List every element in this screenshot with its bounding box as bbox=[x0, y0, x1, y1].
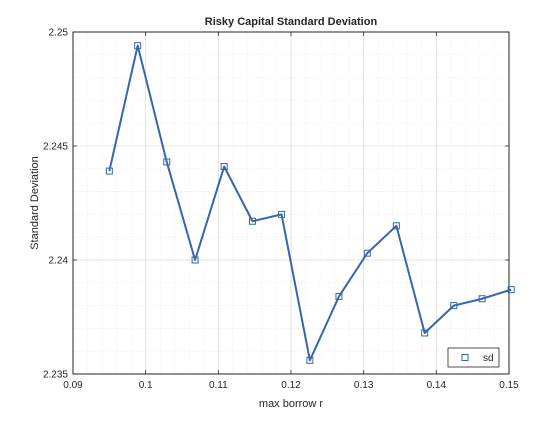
x-tick-label: 0.11 bbox=[209, 380, 228, 391]
x-axis-label: max borrow r bbox=[259, 398, 324, 410]
data-point-marker bbox=[134, 42, 142, 50]
x-tick-label: 0.14 bbox=[427, 380, 447, 391]
data-point-marker bbox=[421, 329, 429, 337]
axis-ticks bbox=[72, 31, 510, 375]
x-tick-label: 0.12 bbox=[281, 380, 301, 391]
data-point-marker bbox=[191, 256, 199, 264]
x-tick-label: 0.1 bbox=[139, 380, 153, 391]
data-point-marker bbox=[392, 222, 400, 230]
legend: sd bbox=[447, 347, 500, 368]
data-point-marker bbox=[478, 295, 486, 303]
y-tick-label: 2.235 bbox=[43, 370, 68, 381]
data-point-marker bbox=[278, 210, 286, 218]
x-tick-label: 0.13 bbox=[354, 380, 374, 391]
y-tick-label: 2.25 bbox=[49, 28, 69, 39]
y-tick-label: 2.245 bbox=[43, 142, 68, 153]
legend-box bbox=[447, 347, 500, 368]
chart-title: Risky Capital Standard Deviation bbox=[205, 16, 378, 28]
x-tick-label: 0.09 bbox=[63, 380, 83, 391]
data-point-marker bbox=[105, 167, 113, 175]
y-tick-labels: 2.235 2.24 2.245 2.25 bbox=[43, 28, 68, 381]
data-point-marker bbox=[220, 163, 228, 171]
data-point-marker bbox=[507, 286, 515, 294]
y-tick-label: 2.24 bbox=[49, 256, 69, 267]
legend-marker bbox=[461, 354, 469, 361]
legend-label: sd bbox=[483, 353, 494, 364]
series-layer bbox=[105, 42, 515, 364]
data-point-marker bbox=[363, 249, 371, 257]
data-point-marker bbox=[163, 158, 171, 166]
series-line bbox=[108, 44, 512, 362]
data-point-marker bbox=[306, 356, 314, 364]
data-point-marker bbox=[335, 292, 343, 300]
data-point-marker bbox=[450, 302, 458, 310]
x-tick-label: 0.15 bbox=[499, 380, 519, 391]
data-point-marker bbox=[248, 217, 256, 225]
y-axis-label: Standard Deviation bbox=[29, 156, 41, 250]
x-tick-labels: 0.09 0.1 0.11 0.12 0.13 0.14 0.15 bbox=[63, 380, 519, 391]
